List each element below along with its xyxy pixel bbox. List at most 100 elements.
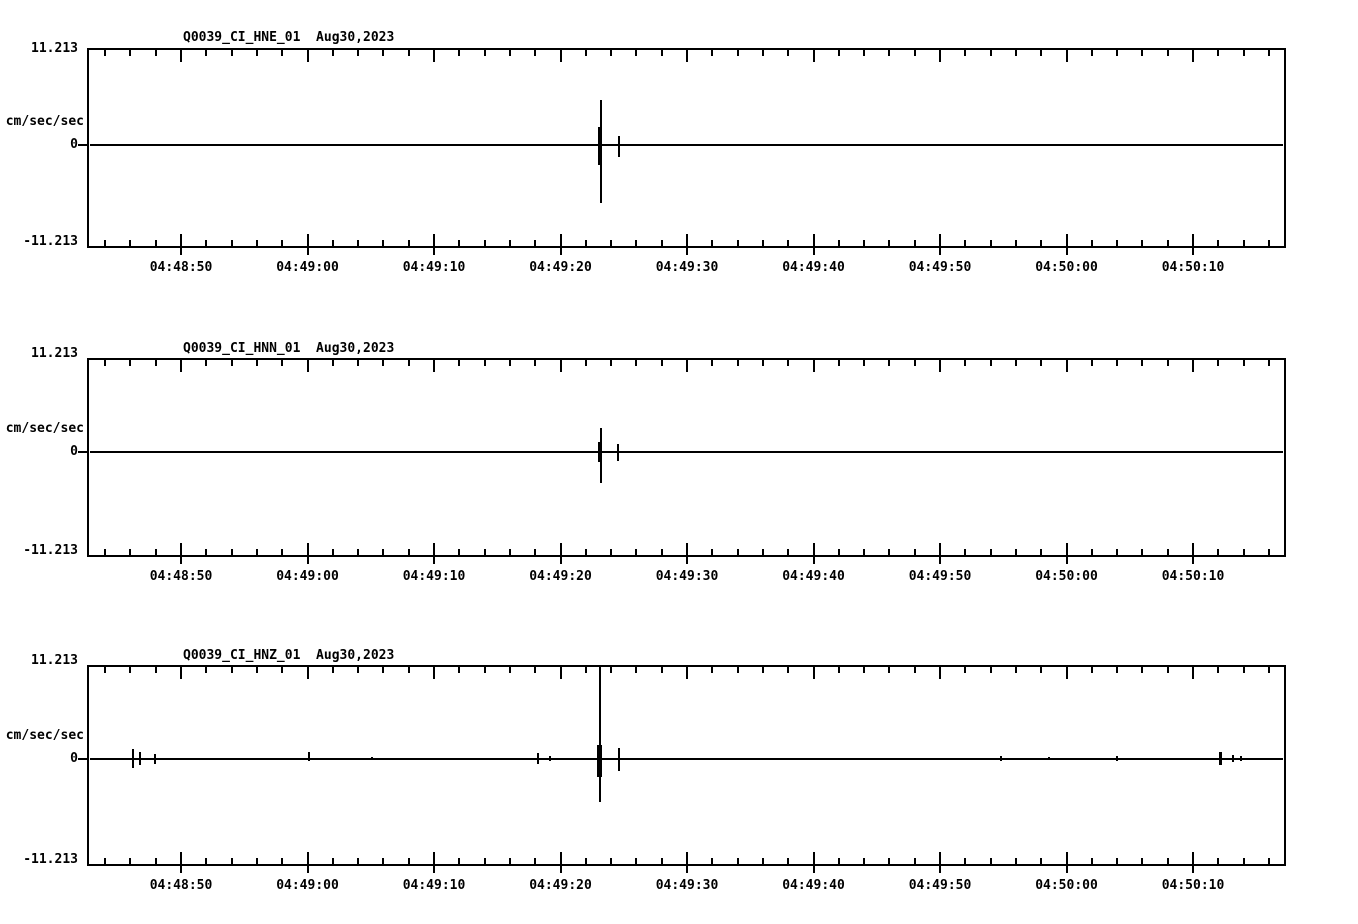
x-axis-minor-tick <box>1141 665 1143 673</box>
x-axis-minor-tick <box>357 665 359 673</box>
plot-frame-hne <box>87 48 1286 248</box>
x-axis-major-tick-extension <box>307 866 309 873</box>
x-axis-minor-tick <box>762 665 764 673</box>
x-axis-minor-tick <box>1243 358 1245 366</box>
x-axis-minor-tick <box>1167 665 1169 673</box>
trace-spike-hnn <box>132 451 134 453</box>
x-axis-tick-label: 04:49:40 <box>782 569 845 584</box>
x-axis-major-tick <box>939 543 941 557</box>
x-axis-minor-tick <box>635 240 637 248</box>
x-axis-minor-tick <box>1116 665 1118 673</box>
x-axis-major-tick <box>307 543 309 557</box>
x-axis-minor-tick <box>1217 665 1219 673</box>
x-axis-minor-tick <box>205 549 207 557</box>
x-axis-minor-tick <box>990 48 992 56</box>
x-axis-minor-tick <box>408 240 410 248</box>
x-axis-minor-tick <box>1015 858 1017 866</box>
x-axis-minor-tick <box>155 240 157 248</box>
x-axis-minor-tick <box>711 858 713 866</box>
x-axis-minor-tick <box>509 665 511 673</box>
x-axis-minor-tick <box>990 240 992 248</box>
x-axis-major-tick <box>813 358 815 372</box>
x-axis-minor-tick <box>205 665 207 673</box>
x-axis-major-tick-extension <box>1192 557 1194 564</box>
x-axis-minor-tick <box>863 549 865 557</box>
x-axis-minor-tick <box>1040 858 1042 866</box>
trace-spike-hnz <box>599 666 601 802</box>
x-axis-tick-label: 04:50:10 <box>1161 260 1225 275</box>
x-axis-minor-tick <box>1243 858 1245 866</box>
x-axis-minor-tick <box>1167 48 1169 56</box>
trace-spike-hnz <box>1240 756 1242 761</box>
x-axis-minor-tick <box>534 858 536 866</box>
x-axis-major-tick <box>1066 358 1068 372</box>
x-axis-minor-tick <box>990 858 992 866</box>
x-axis-minor-tick <box>155 858 157 866</box>
x-axis-minor-tick <box>1217 240 1219 248</box>
x-axis-minor-tick <box>585 48 587 56</box>
x-axis-minor-tick <box>888 240 890 248</box>
trace-spike-hnn <box>617 444 619 461</box>
x-axis-minor-tick <box>1217 549 1219 557</box>
x-axis-minor-tick <box>914 240 916 248</box>
x-axis-minor-tick <box>256 358 258 366</box>
x-axis-minor-tick <box>458 858 460 866</box>
x-axis-major-tick <box>813 234 815 248</box>
x-axis-minor-tick <box>737 358 739 366</box>
x-axis-minor-tick <box>1268 48 1270 56</box>
x-axis-minor-tick <box>585 240 587 248</box>
x-axis-major-tick <box>560 358 562 372</box>
x-axis-minor-tick <box>256 549 258 557</box>
x-axis-major-tick <box>433 358 435 372</box>
x-axis-major-tick-extension <box>560 557 562 564</box>
y-axis-zero-tick-hnn <box>78 451 87 453</box>
x-axis-minor-tick <box>914 665 916 673</box>
x-axis-minor-tick <box>357 858 359 866</box>
x-axis-minor-tick <box>484 858 486 866</box>
x-axis-minor-tick <box>1167 858 1169 866</box>
x-axis-minor-tick <box>964 549 966 557</box>
y-axis-zero-label-hnn: 0 <box>70 444 78 459</box>
x-axis-minor-tick <box>408 358 410 366</box>
x-axis-minor-tick <box>1268 358 1270 366</box>
x-axis-minor-tick <box>129 358 131 366</box>
x-axis-minor-tick <box>104 48 106 56</box>
x-axis-minor-tick <box>129 549 131 557</box>
x-axis-minor-tick <box>635 858 637 866</box>
trace-spike-hnz <box>1116 756 1118 761</box>
x-axis-minor-tick <box>408 549 410 557</box>
x-axis-minor-tick <box>762 858 764 866</box>
x-axis-minor-tick <box>1141 240 1143 248</box>
y-axis-min-label-hnn: -11.213 <box>23 543 78 558</box>
x-axis-major-tick <box>180 852 182 866</box>
y-axis-zero-tick-hne <box>78 144 87 146</box>
x-axis-minor-tick <box>787 858 789 866</box>
x-axis-minor-tick <box>332 358 334 366</box>
x-axis-minor-tick <box>990 665 992 673</box>
x-axis-minor-tick <box>1015 549 1017 557</box>
x-axis-minor-tick <box>1243 549 1245 557</box>
x-axis-tick-label: 04:49:40 <box>782 878 845 893</box>
x-axis-major-tick <box>1192 48 1194 62</box>
x-axis-minor-tick <box>129 240 131 248</box>
x-axis-major-tick-extension <box>180 248 182 255</box>
x-axis-tick-label: 04:49:50 <box>908 260 972 275</box>
x-axis-minor-tick <box>737 665 739 673</box>
x-axis-minor-tick <box>838 48 840 56</box>
x-axis-minor-tick <box>281 858 283 866</box>
x-axis-major-tick-extension <box>1066 557 1068 564</box>
x-axis-minor-tick <box>155 549 157 557</box>
x-axis-minor-tick <box>484 48 486 56</box>
x-axis-minor-tick <box>231 48 233 56</box>
x-axis-minor-tick <box>762 549 764 557</box>
trace-spike-hnz <box>1219 752 1222 765</box>
x-axis-minor-tick <box>332 240 334 248</box>
x-axis-minor-tick <box>787 48 789 56</box>
x-axis-minor-tick <box>888 549 890 557</box>
x-axis-minor-tick <box>914 858 916 866</box>
x-axis-minor-tick <box>1116 858 1118 866</box>
x-axis-minor-tick <box>661 549 663 557</box>
x-axis-major-tick <box>307 48 309 62</box>
x-axis-minor-tick <box>964 858 966 866</box>
